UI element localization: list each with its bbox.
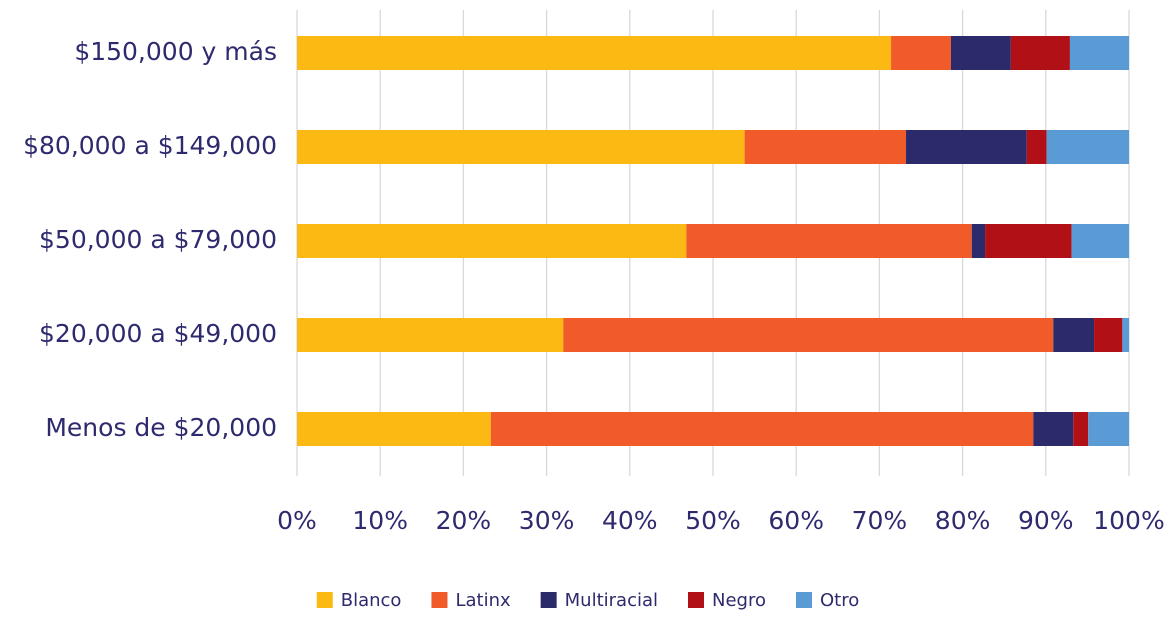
bar-segment <box>906 130 1027 164</box>
y-tick-label: $80,000 a $149,000 <box>23 131 277 160</box>
x-tick-label: 100% <box>1093 506 1164 535</box>
x-tick-label: 10% <box>352 506 408 535</box>
bar-segment <box>1073 412 1089 446</box>
x-tick-label: 20% <box>436 506 492 535</box>
bar-segment <box>563 318 1054 352</box>
bar-segment <box>1010 36 1070 70</box>
bar-segment <box>1053 318 1095 352</box>
y-tick-label: Menos de $20,000 <box>45 413 277 442</box>
x-tick-label: 30% <box>519 506 575 535</box>
legend-label: Negro <box>712 590 766 611</box>
x-tick-label: 60% <box>768 506 824 535</box>
bar-segment <box>297 412 491 446</box>
legend-swatch <box>431 592 448 608</box>
legend-swatch <box>540 592 557 608</box>
bar-segment <box>1122 318 1129 352</box>
bar-segment <box>1094 318 1123 352</box>
bar-segment <box>297 130 745 164</box>
legend-swatch <box>688 592 705 608</box>
bar-segment <box>971 224 986 258</box>
bar-segment <box>950 36 1011 70</box>
bar-segment <box>1069 36 1129 70</box>
bar-segment <box>1033 412 1074 446</box>
bar-segment <box>985 224 1072 258</box>
bar-segment <box>1046 130 1129 164</box>
x-tick-label: 90% <box>1018 506 1074 535</box>
y-tick-label: $150,000 y más <box>74 37 277 66</box>
bar-segment <box>686 224 972 258</box>
bar-segment <box>490 412 1034 446</box>
y-tick-label: $20,000 a $49,000 <box>39 319 277 348</box>
bar-segment <box>297 318 564 352</box>
x-tick-label: 40% <box>602 506 658 535</box>
legend-label: Otro <box>820 590 859 611</box>
legend-label: Latinx <box>455 590 511 611</box>
legend-swatch <box>795 592 812 608</box>
legend-label: Multiracial <box>565 590 658 611</box>
bar-segment <box>744 130 907 164</box>
bar-segment <box>297 36 892 70</box>
bar-segment <box>1071 224 1129 258</box>
bar-segment <box>297 224 687 258</box>
x-tick-label: 80% <box>935 506 991 535</box>
x-tick-label: 0% <box>277 506 317 535</box>
legend-swatch <box>316 592 333 608</box>
x-tick-label: 50% <box>685 506 741 535</box>
bar-segment <box>1088 412 1129 446</box>
bar-segment <box>1026 130 1047 164</box>
bar-segment <box>891 36 951 70</box>
x-tick-label: 70% <box>852 506 908 535</box>
legend-label: Blanco <box>341 590 402 611</box>
y-tick-label: $50,000 a $79,000 <box>39 225 277 254</box>
